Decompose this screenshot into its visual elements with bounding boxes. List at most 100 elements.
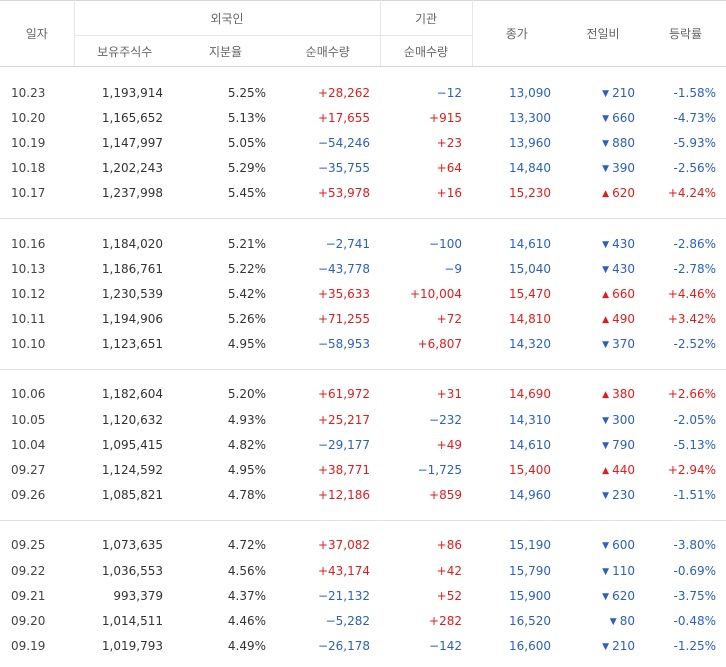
table-body: 10.23 1,193,914 5.25% +28,262 −12 13,090 ▼ 210-… — [0, 67, 726, 659]
rate-cell: -2.52% — [673, 337, 716, 352]
rate-cell: -0.48% — [673, 613, 716, 628]
change-cell: ▲ 440 — [561, 457, 645, 482]
date-cell: 10.10 — [11, 337, 46, 352]
change-cell: ▲ 660 — [561, 281, 645, 306]
change-cell: ▼ 430 — [561, 256, 645, 281]
change-cell: ▼ 880 — [561, 130, 645, 155]
share-cell: 4.46% — [227, 613, 266, 628]
header-institution: 기관 — [379, 0, 473, 36]
triangle-up-icon: ▲ — [602, 466, 610, 477]
date-cell: 10.23 — [11, 85, 46, 100]
change-value: 230 — [612, 488, 635, 503]
date-cell: 09.19 — [11, 639, 46, 654]
foreign-net-cell: +17,655 — [317, 110, 370, 125]
rate-cell: +3.42% — [667, 312, 716, 327]
foreign-net-cell: −35,755 — [317, 161, 370, 176]
share-cell: 4.95% — [227, 337, 266, 352]
triangle-down-icon: ▼ — [602, 239, 610, 250]
header-holdings: 보유주식수 — [73, 35, 175, 67]
change-value: 490 — [612, 312, 635, 327]
change-cell: ▼ 370 — [561, 332, 645, 357]
foreign-net-cell: +53,978 — [317, 186, 370, 201]
date-cell: 09.27 — [11, 463, 46, 478]
foreign-net-cell: +61,972 — [317, 387, 370, 402]
close-cell: 13,300 — [509, 110, 551, 125]
table-row: 09.22 1,036,553 4.56% +43,174 +42 15,790 ▼ 110 -… — [0, 558, 726, 583]
share-cell: 5.22% — [227, 261, 266, 276]
triangle-down-icon: ▼ — [602, 264, 610, 275]
share-cell: 4.72% — [227, 538, 266, 553]
foreign-net-cell: +28,262 — [317, 85, 370, 100]
rate-cell: -4.73% — [673, 110, 716, 125]
inst-net-cell: +6,807 — [417, 337, 462, 352]
inst-net-cell: +52 — [436, 588, 462, 603]
holdings-cell: 1,085,821 — [101, 488, 163, 503]
rate-cell: +2.66% — [667, 387, 716, 402]
table-row: 10.12 1,230,539 5.42% +35,633 +10,004 15,470 ▲… — [0, 281, 726, 306]
inst-net-cell: −1,725 — [417, 463, 462, 478]
table-header: 일자 외국인 기관 종가 전일비 등락률 보유주식수 지분율 순매수량 순매수량 — [0, 0, 726, 67]
share-cell: 5.42% — [227, 286, 266, 301]
triangle-down-icon: ▼ — [602, 88, 610, 99]
change-value: 430 — [612, 236, 635, 251]
date-cell: 10.06 — [11, 387, 46, 402]
holdings-cell: 1,147,997 — [101, 135, 163, 150]
close-cell: 15,400 — [509, 463, 551, 478]
change-value: 660 — [612, 110, 635, 125]
share-cell: 4.56% — [227, 563, 266, 578]
close-cell: 14,610 — [509, 437, 551, 452]
change-value: 80 — [619, 613, 635, 628]
header-date: 일자 — [0, 0, 74, 67]
inst-net-cell: +72 — [436, 312, 462, 327]
group-gap — [0, 508, 726, 521]
foreign-net-cell: +38,771 — [317, 463, 370, 478]
share-cell: 5.05% — [227, 135, 266, 150]
change-cell: ▼ 210 — [561, 634, 645, 659]
share-cell: 5.20% — [227, 387, 266, 402]
foreign-net-cell: −58,953 — [317, 337, 370, 352]
holdings-cell: 1,095,415 — [101, 437, 163, 452]
triangle-up-icon: ▲ — [602, 189, 610, 200]
table-row: 09.25 1,073,635 4.72% +37,082 +86 15,190 ▼ 600 -… — [0, 533, 726, 558]
change-cell: ▲ 380 — [561, 382, 645, 407]
table-row: 09.26 1,085,821 4.78% +12,186 +859 14,960 ▼ 230… — [0, 483, 726, 508]
close-cell: 15,190 — [509, 538, 551, 553]
change-cell: ▼ 390 — [561, 156, 645, 181]
table-row: 10.06 1,182,604 5.20% +61,972 +31 14,690 ▲ 380 +… — [0, 382, 726, 407]
change-value: 620 — [612, 186, 635, 201]
close-cell: 14,810 — [509, 312, 551, 327]
change-value: 430 — [612, 261, 635, 276]
header-share: 지분율 — [175, 35, 276, 67]
date-cell: 09.25 — [11, 538, 46, 553]
header-close: 종가 — [472, 0, 561, 67]
holdings-cell: 1,184,020 — [101, 236, 163, 251]
holdings-cell: 1,186,761 — [101, 261, 163, 276]
close-cell: 16,520 — [509, 613, 551, 628]
change-cell: ▼ 300 — [561, 407, 645, 432]
rate-cell: -2.05% — [673, 412, 716, 427]
change-value: 370 — [612, 337, 635, 352]
table-row: 10.17 1,237,998 5.45% +53,978 +16 15,230 ▲ 620 +… — [0, 181, 726, 206]
share-cell: 4.49% — [227, 639, 266, 654]
close-cell: 14,690 — [509, 387, 551, 402]
foreign-net-cell: −2,741 — [325, 236, 370, 251]
share-cell: 4.82% — [227, 437, 266, 452]
group-separator — [0, 368, 726, 382]
group-separator — [0, 67, 726, 81]
table-row: 10.18 1,202,243 5.29% −35,755 +64 14,840 ▼ 390 -… — [0, 156, 726, 181]
share-cell: 5.25% — [227, 85, 266, 100]
rate-cell: -2.86% — [673, 236, 716, 251]
foreign-net-cell: −54,246 — [317, 135, 370, 150]
change-cell: ▼ 230 — [561, 483, 645, 508]
change-cell: ▲ 620 — [561, 181, 645, 206]
foreign-net-cell: +43,174 — [317, 563, 370, 578]
rate-cell: -0.69% — [673, 563, 716, 578]
holdings-cell: 1,182,604 — [101, 387, 163, 402]
rate-cell: -2.78% — [673, 261, 716, 276]
inst-net-cell: +859 — [429, 488, 462, 503]
triangle-down-icon: ▼ — [609, 616, 617, 627]
inst-net-cell: +49 — [436, 437, 462, 452]
rate-cell: -3.75% — [673, 588, 716, 603]
table-row: 09.19 1,019,793 4.49% −26,178 −142 16,600 ▼ 210… — [0, 634, 726, 659]
